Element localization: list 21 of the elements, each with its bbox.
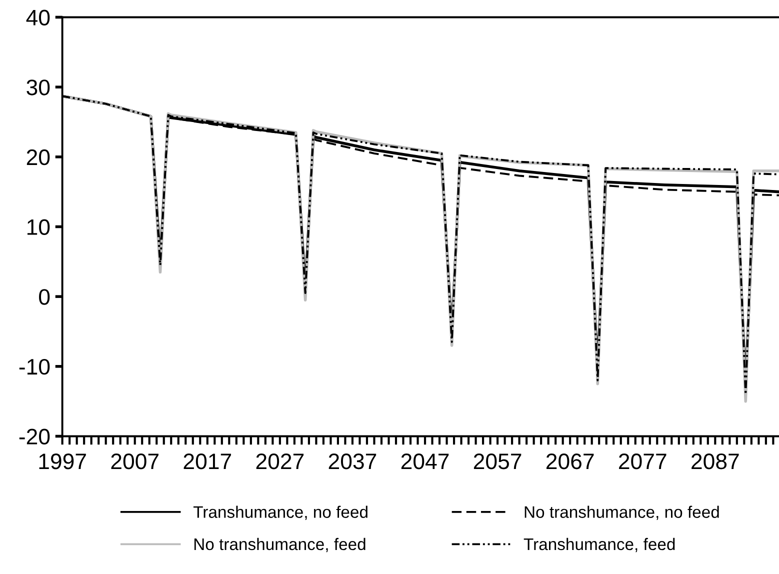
x-tick-label: 2007 — [111, 453, 158, 470]
y-tick-label: -10 — [19, 358, 50, 375]
x-tick-label: 2047 — [401, 453, 449, 470]
x-tick-label: 2027 — [256, 453, 304, 470]
legend-label: No transhumance, feed — [194, 538, 366, 552]
x-tick-label: 2067 — [546, 453, 594, 470]
legend-label: No transhumance, no feed — [524, 506, 719, 520]
y-tick-label: 10 — [27, 219, 50, 235]
x-tick-label: 2057 — [474, 453, 522, 470]
x-tick-label: 2037 — [328, 453, 376, 470]
y-tick-label: 0 — [39, 289, 50, 305]
legend-label: Transhumance, feed — [524, 538, 675, 552]
y-tick-label: 40 — [26, 10, 50, 26]
x-tick-label: 1997 — [39, 453, 86, 470]
y-tick-label: 20 — [26, 149, 50, 166]
y-tick-label: -20 — [19, 428, 50, 445]
x-tick-label: 2077 — [619, 453, 666, 470]
x-tick-label: 2017 — [184, 453, 231, 470]
legend-label: Transhumance, no feed — [193, 506, 368, 520]
y-tick-label: 30 — [26, 80, 50, 96]
x-tick-label: 2087 — [692, 453, 739, 470]
